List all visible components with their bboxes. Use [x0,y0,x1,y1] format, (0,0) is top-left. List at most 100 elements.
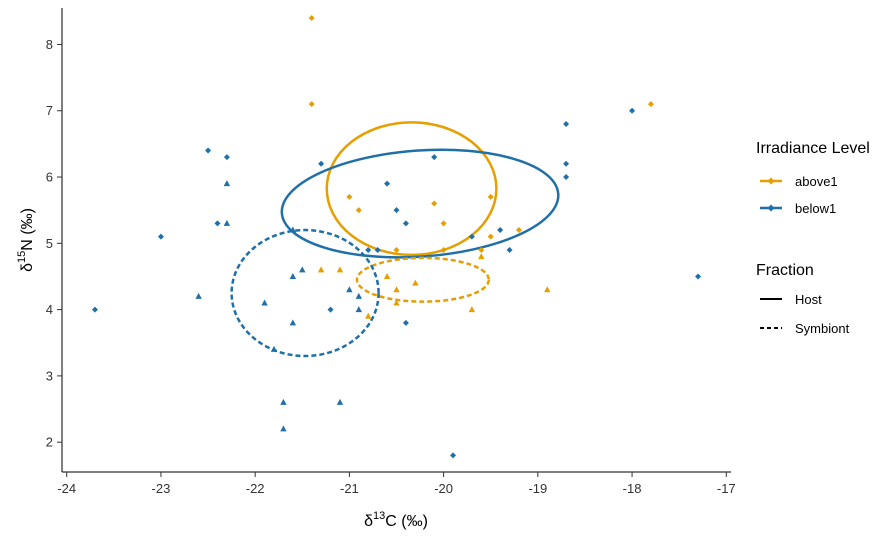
point-below1-symbiont [223,219,231,226]
ellipse-below1-symbiont [230,228,380,358]
legend-item-above1: above1 [760,174,838,189]
point-below1-symbiont [289,226,297,233]
point-below1-host [450,452,457,459]
point-below1-host [157,233,164,240]
point-below1-host [318,160,325,167]
y-tick-label: 8 [46,37,53,52]
point-below1-host [468,233,475,240]
point-above1-host [515,227,522,234]
legend-label-symbiont: Symbiont [795,321,850,336]
point-below1-symbiont [195,292,202,299]
point-above1-symbiont [393,286,400,293]
point-above1-host [393,246,400,253]
x-tick-label: -19 [528,481,547,496]
point-above1-host [440,220,447,227]
y-tick-label: 2 [46,435,53,450]
point-above1-symbiont [412,279,419,286]
x-tick-label: -18 [623,481,642,496]
point-above1-host [431,200,438,207]
point-layer [91,14,702,459]
legend-key-below1-marker [767,204,775,212]
y-axis-title: δ15N (‰) [16,208,36,272]
point-below1-symbiont [346,286,353,293]
legend-label-below1: below1 [795,201,836,216]
y-tick-label: 3 [46,368,53,383]
point-below1-host [402,319,409,326]
y-tick-label: 7 [46,103,53,118]
point-below1-symbiont [336,398,344,405]
ellipse-below1-host [280,148,560,259]
point-above1-host [440,246,447,253]
x-tick-label: -21 [340,481,359,496]
point-below1-host [205,147,212,154]
point-below1-symbiont [223,180,231,187]
point-below1-host [431,154,438,161]
point-below1-symbiont [289,319,297,326]
point-above1-symbiont [393,299,400,306]
ellipse-above1-host [325,121,498,257]
point-above1-host [355,207,362,214]
point-below1-host [327,306,334,313]
x-axis-title: δ13C (‰) [364,510,428,530]
point-below1-symbiont [299,266,306,273]
legend-item-below1: below1 [760,201,836,216]
point-below1-host [374,246,381,253]
legend-key-above1-marker [767,177,775,185]
y-tick-label: 5 [46,236,53,251]
point-below1-host [563,174,570,181]
legend-label-above1: above1 [795,174,838,189]
point-above1-symbiont [468,306,476,313]
point-below1-host [223,154,230,161]
point-below1-host [393,207,400,214]
point-below1-host [506,246,513,253]
x-ticks: -24 -23 -22 -21 -20 -19 -18 -17 [57,472,736,496]
legend-title-irradiance: Irradiance Level [756,140,870,157]
x-tick-label: -23 [152,481,171,496]
point-below1-symbiont [261,299,268,306]
y-tick-label: 4 [46,302,53,317]
point-below1-symbiont [280,425,287,432]
point-below1-host [365,246,372,253]
point-below1-host [695,273,702,280]
point-above1-symbiont [336,266,344,273]
point-below1-symbiont [355,292,363,299]
point-below1-symbiont [280,398,287,405]
legend-item-symbiont: Symbiont [760,321,850,336]
y-ticks: 2 3 4 5 6 7 8 [46,37,62,450]
point-below1-symbiont [270,345,278,352]
point-below1-host [629,107,636,114]
legend-title-fraction: Fraction [756,262,814,279]
point-above1-host [346,193,353,200]
y-tick-label: 6 [46,170,53,185]
point-above1-host [308,101,315,108]
point-above1-symbiont [383,272,391,279]
point-below1-host [563,160,570,167]
ellipse-above1-symbiont [355,256,491,303]
legend: Irradiance Level above1 below1 Fraction … [756,140,870,336]
point-below1-host [563,121,570,127]
x-tick-label: -24 [57,481,76,496]
point-above1-symbiont [365,312,372,319]
point-below1-symbiont [355,306,363,313]
point-below1-host [214,220,221,227]
point-below1-symbiont [289,272,297,279]
point-above1-host [478,246,485,253]
point-below1-host [402,220,409,227]
point-below1-host [91,306,98,313]
point-above1-symbiont [317,266,325,273]
point-above1-host [647,101,654,108]
point-above1-host [487,233,494,240]
axes: -24 -23 -22 -21 -20 -19 -18 -17 2 3 4 5 6 7 8 [46,8,736,496]
x-tick-label: -17 [717,481,736,496]
point-above1-symbiont [478,253,485,260]
point-above1-host [308,14,315,21]
point-below1-host [497,227,504,234]
legend-item-host: Host [760,292,822,307]
point-above1-host [487,193,494,200]
x-tick-label: -22 [246,481,265,496]
legend-label-host: Host [795,292,822,307]
x-tick-label: -20 [434,481,453,496]
point-below1-host [384,180,391,187]
ellipse-layer [230,121,560,358]
